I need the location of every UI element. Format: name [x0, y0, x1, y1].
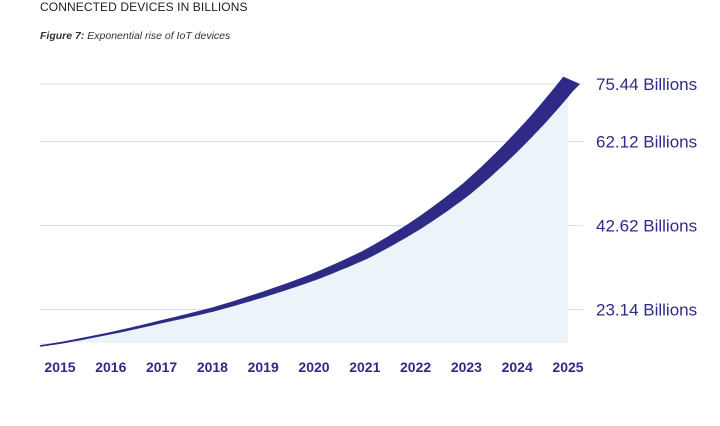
- y-tick-label: 42.62 Billions: [596, 217, 697, 236]
- chart-heading: CONNECTED DEVICES IN BILLIONS: [40, 0, 248, 14]
- x-tick-label: 2016: [95, 359, 126, 375]
- figure-label: Figure 7:: [40, 30, 85, 42]
- area-layer: [39, 76, 580, 347]
- x-tick-label: 2022: [400, 359, 431, 375]
- area-fill: [40, 84, 568, 346]
- x-axis-labels: 2015 2016 2017 2018 2019 2020 2021 2022 2023 2024…: [44, 359, 583, 375]
- y-tick-label: 62.12 Billions: [596, 132, 697, 151]
- x-tick-label: 2025: [552, 359, 583, 375]
- x-tick-label: 2023: [451, 359, 482, 375]
- x-tick-label: 2018: [197, 359, 228, 375]
- x-tick-label: 2020: [298, 359, 329, 375]
- x-tick-label: 2021: [349, 359, 380, 375]
- x-tick-label: 2017: [146, 359, 177, 375]
- figure-caption-text: Exponential rise of IoT devices: [84, 30, 231, 42]
- x-tick-label: 2015: [44, 359, 75, 375]
- y-axis-labels: 23.14 Billions 42.62 Billions 62.12 Billio…: [596, 75, 697, 320]
- y-tick-label: 75.44 Billions: [596, 75, 697, 94]
- figure-caption: Figure 7: Exponential rise of IoT device…: [40, 30, 230, 42]
- x-tick-label: 2019: [248, 359, 279, 375]
- y-tick-label: 23.14 Billions: [596, 301, 697, 320]
- x-tick-label: 2024: [502, 359, 533, 375]
